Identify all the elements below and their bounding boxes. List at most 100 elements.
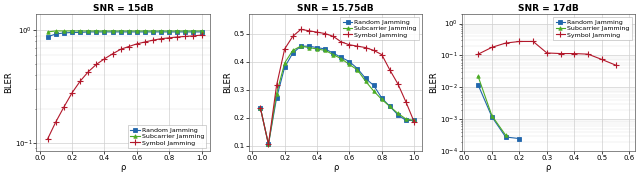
Symbol Jamming — [502, 42, 509, 44]
Symbol Jamming — [273, 84, 280, 86]
Random Jamming — [488, 116, 496, 118]
Subcarrier Jamming — [297, 45, 305, 47]
Random Jamming — [354, 68, 362, 70]
Subcarrier Jamming — [116, 30, 124, 32]
Symbol Jamming — [92, 63, 100, 65]
Subcarrier Jamming — [305, 46, 313, 49]
Subcarrier Jamming — [173, 30, 181, 32]
Subcarrier Jamming — [354, 69, 362, 71]
Subcarrier Jamming — [60, 30, 68, 32]
Random Jamming — [116, 31, 124, 33]
Symbol Jamming — [100, 58, 108, 60]
Symbol Jamming — [543, 52, 550, 54]
Random Jamming — [402, 119, 410, 121]
Symbol Jamming — [182, 35, 189, 37]
Subcarrier Jamming — [346, 63, 353, 65]
Line: Random Jamming: Random Jamming — [259, 44, 416, 146]
Line: Symbol Jamming: Symbol Jamming — [45, 32, 204, 142]
Legend: Random Jamming, Subcarrier Jamming, Symbol Jamming: Random Jamming, Subcarrier Jamming, Symb… — [340, 17, 419, 40]
Random Jamming — [386, 105, 394, 108]
Subcarrier Jamming — [149, 30, 157, 32]
Subcarrier Jamming — [289, 49, 296, 51]
Line: Random Jamming: Random Jamming — [476, 83, 521, 140]
Line: Symbol Jamming: Symbol Jamming — [257, 27, 417, 147]
Symbol Jamming — [165, 37, 173, 39]
Random Jamming — [133, 31, 141, 33]
Subcarrier Jamming — [52, 30, 60, 32]
Random Jamming — [502, 136, 509, 138]
Symbol Jamming — [133, 43, 141, 45]
Subcarrier Jamming — [198, 30, 205, 32]
Symbol Jamming — [76, 80, 84, 82]
Line: Symbol Jamming: Symbol Jamming — [476, 39, 618, 68]
Symbol Jamming — [289, 35, 296, 37]
Random Jamming — [92, 31, 100, 33]
Subcarrier Jamming — [76, 30, 84, 32]
Symbol Jamming — [612, 64, 620, 66]
Random Jamming — [337, 56, 345, 58]
Subcarrier Jamming — [257, 107, 264, 109]
Subcarrier Jamming — [100, 30, 108, 32]
Legend: Random Jamming, Subcarrier Jamming, Symbol Jamming: Random Jamming, Subcarrier Jamming, Symb… — [128, 125, 207, 148]
Symbol Jamming — [116, 48, 124, 50]
Random Jamming — [264, 143, 272, 145]
Random Jamming — [378, 97, 386, 99]
Subcarrier Jamming — [321, 49, 329, 51]
Random Jamming — [157, 31, 165, 33]
Subcarrier Jamming — [378, 98, 386, 100]
Random Jamming — [84, 31, 92, 33]
Random Jamming — [60, 32, 68, 34]
Symbol Jamming — [584, 53, 592, 55]
Random Jamming — [76, 31, 84, 33]
Symbol Jamming — [378, 54, 386, 56]
Subcarrier Jamming — [109, 30, 116, 32]
Symbol Jamming — [109, 53, 116, 55]
Subcarrier Jamming — [44, 31, 52, 33]
Symbol Jamming — [346, 44, 353, 46]
Symbol Jamming — [281, 48, 289, 50]
Symbol Jamming — [44, 138, 52, 140]
Subcarrier Jamming — [362, 80, 369, 82]
Y-axis label: BLER: BLER — [4, 72, 13, 93]
Subcarrier Jamming — [386, 105, 394, 108]
Subcarrier Jamming — [502, 134, 509, 136]
Symbol Jamming — [60, 106, 68, 108]
Symbol Jamming — [386, 69, 394, 71]
Random Jamming — [362, 77, 369, 79]
Subcarrier Jamming — [182, 30, 189, 32]
Subcarrier Jamming — [474, 76, 482, 78]
Line: Subcarrier Jamming: Subcarrier Jamming — [46, 29, 204, 34]
Random Jamming — [370, 84, 378, 86]
X-axis label: ρ: ρ — [120, 163, 125, 172]
Symbol Jamming — [305, 30, 313, 32]
Symbol Jamming — [257, 107, 264, 109]
Subcarrier Jamming — [68, 30, 76, 32]
Subcarrier Jamming — [264, 143, 272, 145]
Random Jamming — [68, 31, 76, 33]
Random Jamming — [289, 52, 296, 54]
Symbol Jamming — [313, 31, 321, 33]
Random Jamming — [273, 97, 280, 99]
Y-axis label: BLER: BLER — [223, 72, 232, 93]
Subcarrier Jamming — [273, 93, 280, 95]
Random Jamming — [198, 31, 205, 33]
Random Jamming — [173, 31, 181, 33]
Symbol Jamming — [474, 53, 482, 55]
Symbol Jamming — [370, 49, 378, 51]
Subcarrier Jamming — [337, 58, 345, 60]
Random Jamming — [109, 31, 116, 33]
Symbol Jamming — [198, 34, 205, 36]
Random Jamming — [394, 114, 402, 116]
Line: Subcarrier Jamming: Subcarrier Jamming — [259, 44, 416, 146]
Symbol Jamming — [516, 40, 524, 43]
Line: Subcarrier Jamming: Subcarrier Jamming — [476, 75, 508, 137]
Symbol Jamming — [189, 35, 197, 37]
Random Jamming — [281, 66, 289, 68]
Symbol Jamming — [362, 46, 369, 49]
Subcarrier Jamming — [141, 30, 148, 32]
Random Jamming — [257, 107, 264, 109]
Subcarrier Jamming — [133, 30, 141, 32]
Subcarrier Jamming — [125, 30, 132, 32]
Symbol Jamming — [529, 40, 537, 43]
Random Jamming — [125, 31, 132, 33]
